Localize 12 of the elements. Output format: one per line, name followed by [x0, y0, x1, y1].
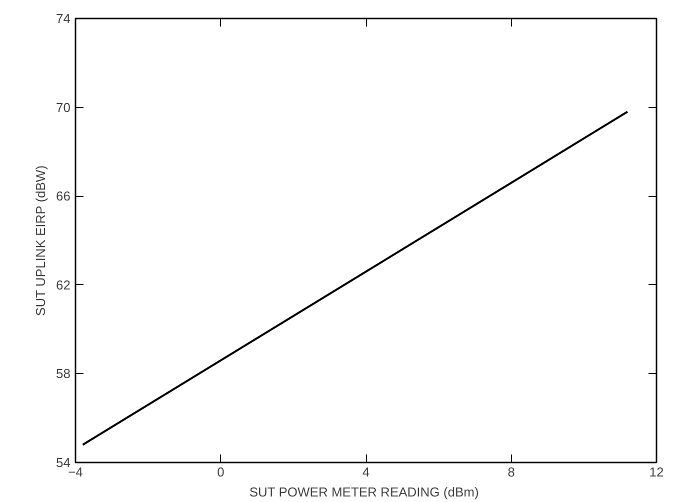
y-axis-title: SUT UPLINK EIRP (dBW)	[33, 165, 48, 316]
x-tick-label: 4	[362, 464, 370, 480]
y-tick-label: 58	[56, 366, 71, 382]
y-tick-label: 70	[56, 100, 71, 115]
x-tick-label: 8	[508, 464, 515, 480]
y-tick-label: 54	[56, 455, 71, 470]
y-tick-label: 62	[56, 277, 71, 292]
y-tick-label: 66	[56, 188, 71, 204]
x-tick-label: 0	[217, 464, 224, 480]
x-axis-title: SUT POWER METER READING (dBm)	[249, 484, 479, 500]
y-tick-label: 74	[56, 11, 71, 26]
x-tick-label: 12	[649, 464, 664, 480]
